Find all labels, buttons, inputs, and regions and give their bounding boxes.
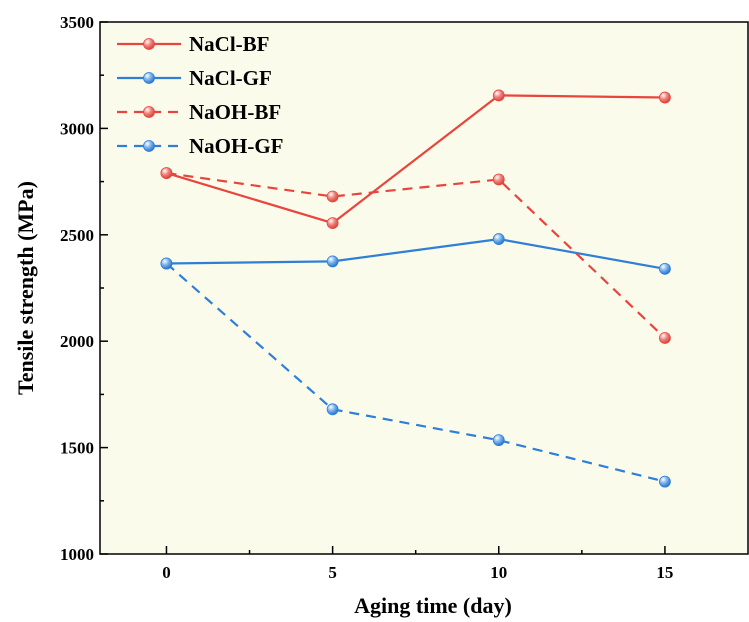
legend-label-4: NaOH-GF	[189, 134, 284, 158]
data-point-3-4	[659, 332, 671, 344]
x-tick-label: 5	[328, 563, 337, 582]
data-point-3-1	[160, 167, 173, 179]
x-tick-label: 0	[162, 563, 171, 582]
y-tick-label: 2000	[60, 332, 94, 351]
series-line-1	[166, 94, 665, 225]
axes-layer: 1000 1500 2000 2500 3000 3500 0 5 10 15	[60, 13, 749, 582]
data-point-2-3	[492, 233, 505, 245]
x-tick-label: 15	[656, 563, 673, 582]
legend: NaCl-BF NaCl-GF NaOH-BF NaOH-GF	[117, 32, 284, 158]
series-layer	[160, 89, 671, 488]
data-point-4-2	[326, 403, 339, 416]
data-point-1-2	[326, 217, 339, 229]
data-point-2-4	[659, 262, 671, 275]
data-point-2-2	[326, 255, 339, 268]
legend-marker-3	[143, 106, 155, 118]
data-point-3-3	[492, 173, 505, 186]
data-point-4-4	[659, 475, 671, 488]
x-axis-title: Aging time (day)	[354, 593, 512, 618]
legend-label-2: NaCl-GF	[189, 66, 272, 90]
legend-marker-4	[143, 140, 155, 152]
y-axis-title: Tensile strength (MPa)	[13, 181, 38, 395]
y-tick-label: 2500	[60, 226, 94, 245]
series-line-2	[166, 238, 666, 270]
legend-marker-2	[143, 72, 155, 84]
y-tick-label: 1500	[60, 439, 94, 458]
data-point-4-1	[160, 257, 173, 270]
legend-label-3: NaOH-BF	[189, 100, 281, 124]
series-line-4	[165, 262, 666, 483]
legend-marker-1	[143, 38, 155, 50]
data-point-3-2	[326, 190, 339, 203]
legend-label-1: NaCl-BF	[189, 32, 270, 56]
data-point-4-3	[492, 434, 505, 447]
y-tick-label: 3500	[60, 13, 94, 32]
x-tick-label: 10	[490, 563, 507, 582]
y-tick-label: 1000	[60, 545, 94, 564]
data-point-1-3	[492, 89, 505, 102]
series-line-3	[166, 172, 666, 339]
plot-area-background	[100, 22, 748, 554]
data-point-1-4	[659, 91, 671, 104]
y-tick-label: 3000	[60, 119, 94, 138]
